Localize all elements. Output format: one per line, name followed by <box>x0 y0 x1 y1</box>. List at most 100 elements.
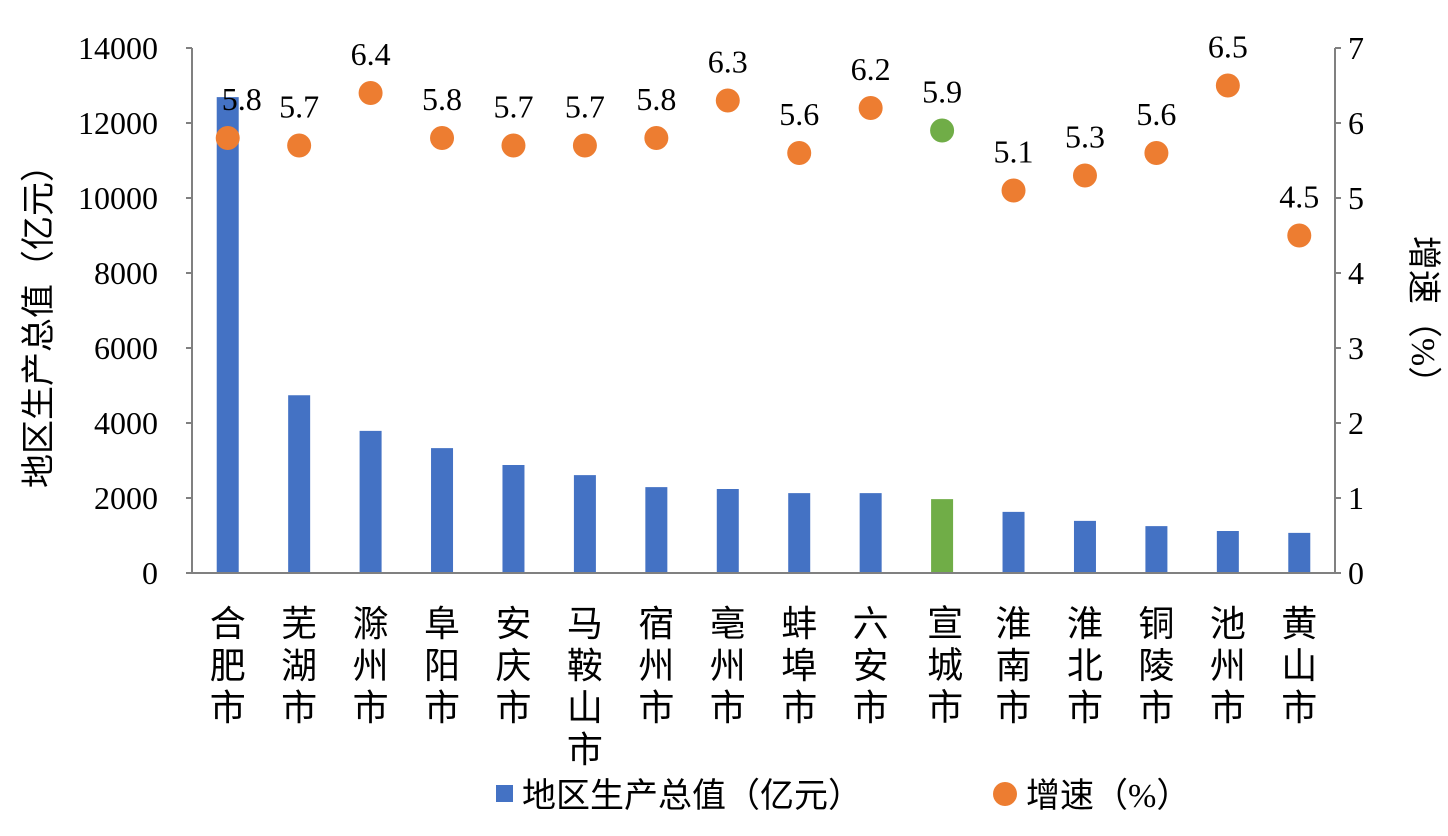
x-tick-label: 山 <box>567 688 603 728</box>
x-tick-label: 市 <box>281 688 317 728</box>
legend-point-swatch <box>993 782 1017 806</box>
x-tick-label: 湖 <box>281 646 317 686</box>
growth-point <box>1287 223 1312 248</box>
growth-point <box>715 88 740 113</box>
x-tick-label: 池 <box>1210 604 1246 644</box>
bar <box>1216 531 1239 573</box>
x-tick-label: 市 <box>853 688 889 728</box>
highlight-bar <box>931 499 954 573</box>
x-tick-label: 北 <box>1067 646 1103 686</box>
x-tick-label: 淮 <box>996 604 1032 644</box>
y2-axis-title: 增速（%） <box>1404 236 1442 400</box>
data-label: 5.8 <box>636 81 676 117</box>
data-label: 6.2 <box>851 51 891 87</box>
data-label: 6.5 <box>1208 29 1248 65</box>
growth-point <box>1001 178 1026 203</box>
y2-tick-label: 7 <box>1348 30 1364 66</box>
data-label: 6.4 <box>351 36 391 72</box>
y2-tick-label: 4 <box>1348 255 1364 291</box>
y2-tick-label: 0 <box>1348 555 1364 591</box>
x-tick-label: 市 <box>210 688 246 728</box>
legend: 地区生产总值（亿元） 增速（%） <box>496 777 1190 815</box>
growth-point <box>1144 141 1169 165</box>
y2-tick-label: 3 <box>1348 330 1364 366</box>
bar <box>788 493 811 573</box>
x-tick-label: 市 <box>638 688 674 728</box>
x-tick-label: 滁 <box>353 604 389 644</box>
data-label: 5.6 <box>779 96 819 132</box>
x-tick-label: 铜 <box>1138 604 1174 644</box>
x-tick-label: 市 <box>1138 688 1174 728</box>
bar <box>573 475 596 573</box>
x-tick-label: 六 <box>853 604 889 644</box>
bar <box>1002 511 1025 573</box>
x-tick-label: 马 <box>567 604 603 644</box>
x-tick-label: 庆 <box>495 646 531 686</box>
x-tick-label: 黄 <box>1281 604 1317 644</box>
highlight-category-label: 宣城市 <box>922 604 962 730</box>
bar <box>431 448 454 573</box>
x-tick-label: 阳 <box>424 646 460 686</box>
x-tick-label: 市 <box>1281 688 1317 728</box>
x-tick-label: 南 <box>996 646 1032 686</box>
x-tick-label: 市 <box>424 688 460 728</box>
y2-tick-label: 5 <box>1348 180 1364 216</box>
legend-bar-label: 地区生产总值（亿元） <box>522 777 862 815</box>
y-tick-label: 0 <box>142 555 158 591</box>
growth-point <box>287 133 312 158</box>
bar <box>502 465 525 573</box>
y-tick-label: 12000 <box>78 105 158 141</box>
x-tick-label: 州 <box>353 646 389 686</box>
growth-point <box>430 126 455 150</box>
x-tick-label: 蚌 <box>781 604 817 644</box>
x-tick-label: 安 <box>853 646 889 686</box>
x-tick-label: 安 <box>495 604 531 644</box>
x-tick-label: 市 <box>567 730 603 770</box>
y-tick-label: 6000 <box>94 330 158 366</box>
data-label: 5.3 <box>1065 119 1105 155</box>
data-label: 5.1 <box>994 134 1034 170</box>
growth-point <box>572 133 597 158</box>
data-label: 5.7 <box>565 89 605 125</box>
x-tick-label: 州 <box>1210 646 1246 686</box>
data-label: 5.6 <box>1136 96 1176 132</box>
data-label: 5.7 <box>279 89 319 125</box>
growth-point <box>787 141 812 165</box>
bar <box>1288 532 1311 573</box>
x-tick-label: 市 <box>1067 688 1103 728</box>
bar <box>716 489 739 573</box>
y2-tick-label: 2 <box>1348 405 1364 441</box>
x-tick-label: 市 <box>495 688 531 728</box>
x-tick-label: 合 <box>210 604 246 644</box>
data-label: 5.8 <box>422 81 462 117</box>
x-tick-label: 市 <box>710 688 746 728</box>
x-tick-label: 市 <box>353 688 389 728</box>
y2-tick-label: 6 <box>1348 105 1364 141</box>
y-axis-title: 地区生产总值（亿元） <box>20 148 58 488</box>
bar <box>645 487 668 573</box>
highlight-growth-point <box>930 118 955 143</box>
growth-point <box>644 126 669 150</box>
x-tick-label: 州 <box>638 646 674 686</box>
bar <box>359 430 382 573</box>
data-label: 5.9 <box>922 74 962 110</box>
x-tick-label: 陵 <box>1138 646 1174 686</box>
bar <box>1073 520 1096 573</box>
x-tick-label: 州 <box>710 646 746 686</box>
data-label: 4.5 <box>1279 179 1319 215</box>
growth-point <box>858 96 883 120</box>
growth-point <box>215 126 240 150</box>
bar <box>1145 526 1168 573</box>
x-tick-label: 埠 <box>781 646 817 686</box>
data-label: 5.7 <box>493 89 533 125</box>
growth-point <box>1072 163 1097 188</box>
data-label: 5.8 <box>222 81 262 117</box>
x-tick-label: 市 <box>781 688 817 728</box>
x-tick-label: 芜 <box>281 604 317 644</box>
x-tick-label: 亳 <box>710 604 746 644</box>
x-tick-label: 山 <box>1281 646 1317 686</box>
y-tick-label: 2000 <box>94 480 158 516</box>
x-tick-label: 市 <box>1210 688 1246 728</box>
x-tick-label: 淮 <box>1067 604 1103 644</box>
growth-point <box>358 81 383 105</box>
